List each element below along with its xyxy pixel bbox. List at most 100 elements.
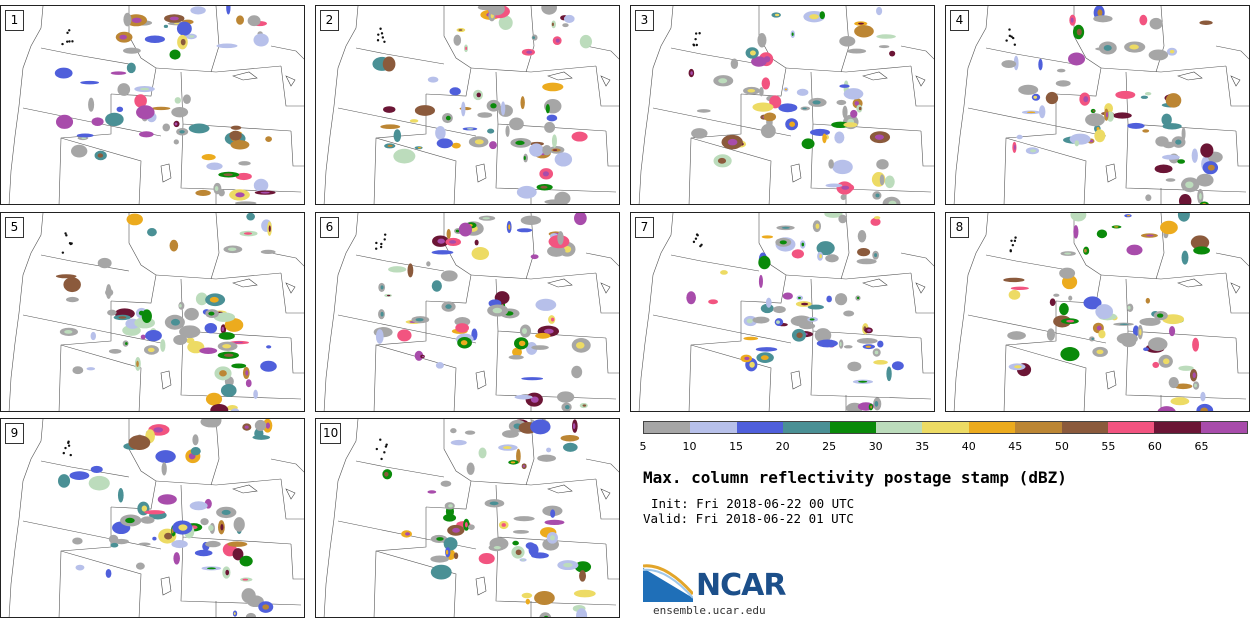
reflectivity-cell <box>1096 229 1108 239</box>
reflectivity-cell <box>218 332 235 340</box>
state-boundary <box>953 213 989 411</box>
coastline-island <box>380 457 383 461</box>
state-boundary <box>810 123 932 193</box>
state-boundary <box>40 47 130 65</box>
reflectivity-core <box>781 226 790 229</box>
reflectivity-cell <box>500 101 506 116</box>
colorbar-tick-label: 10 <box>682 440 697 453</box>
reflectivity-core <box>482 217 490 220</box>
reflectivity-cell <box>1181 126 1186 141</box>
reflectivity-cell <box>1139 14 1148 26</box>
state-boundary <box>375 137 457 204</box>
reflectivity-cell <box>72 366 84 375</box>
reflectivity-core <box>460 340 468 346</box>
reflectivity-cell <box>544 121 556 133</box>
coastline-island <box>61 251 65 254</box>
reflectivity-cell <box>838 214 847 224</box>
reflectivity-cell <box>1070 213 1087 222</box>
reflectivity-cell <box>105 284 112 299</box>
reflectivity-cell <box>826 295 832 303</box>
state-boundary <box>425 419 472 510</box>
coastline-island <box>1011 243 1015 247</box>
coastline-island <box>1009 249 1012 252</box>
reflectivity-cell <box>63 277 81 293</box>
reflectivity-cell <box>375 329 384 344</box>
state-boundary <box>910 272 934 314</box>
reflectivity-cell <box>189 501 208 511</box>
reflectivity-core <box>1185 181 1194 189</box>
reflectivity-cell <box>882 196 901 204</box>
reflectivity-core <box>95 119 102 124</box>
coastline-island <box>695 233 699 236</box>
reflectivity-cell <box>571 365 583 379</box>
reflectivity-cell <box>1008 289 1021 300</box>
reflectivity-cell <box>790 315 813 327</box>
reflectivity-core <box>1127 305 1131 310</box>
state-boundary <box>290 543 304 580</box>
coastline-island <box>383 238 386 241</box>
state-boundary <box>375 344 457 411</box>
reflectivity-cell <box>226 6 231 15</box>
reflectivity-cell <box>1173 383 1193 390</box>
reflectivity-cell <box>512 540 519 546</box>
reflectivity-core <box>222 344 232 349</box>
state-boundary <box>323 213 359 411</box>
reflectivity-map <box>638 6 934 204</box>
reflectivity-colorbar <box>643 421 1248 434</box>
reflectivity-core <box>223 173 233 176</box>
reflectivity-cell <box>174 97 181 104</box>
state-boundary <box>900 252 934 267</box>
reflectivity-cell <box>1170 397 1190 406</box>
state-boundary <box>280 65 304 107</box>
reflectivity-cell <box>554 152 573 167</box>
reflectivity-core <box>544 328 554 334</box>
reflectivity-cell <box>117 487 124 503</box>
state-boundary <box>605 130 619 167</box>
reflectivity-cell <box>1165 93 1182 108</box>
state-boundary <box>1005 137 1087 204</box>
state-boundary <box>8 6 44 204</box>
coastline-island <box>62 451 65 455</box>
coastline-island <box>67 444 71 447</box>
reflectivity-cell <box>516 228 533 233</box>
reflectivity-core <box>784 88 788 91</box>
reflectivity-core <box>437 238 445 244</box>
reflectivity-core <box>164 532 173 540</box>
reflectivity-cell <box>877 340 884 348</box>
reflectivity-core <box>551 22 554 27</box>
reflectivity-core <box>136 360 139 368</box>
reflectivity-cell <box>210 404 229 411</box>
state-boundary <box>60 344 142 411</box>
reflectivity-cell <box>1181 250 1189 265</box>
ensemble-url[interactable]: ensemble.ucar.edu <box>653 604 766 617</box>
reflectivity-core <box>1139 328 1142 336</box>
reflectivity-core <box>1198 193 1202 200</box>
reflectivity-core <box>153 427 164 433</box>
reflectivity-core <box>1192 372 1196 379</box>
reflectivity-cell <box>1161 113 1172 126</box>
state-boundary <box>652 314 792 344</box>
colorbar-segment <box>783 422 830 433</box>
reflectivity-cell <box>526 342 538 355</box>
reflectivity-cell <box>260 360 277 372</box>
lake-outline <box>232 484 258 494</box>
colorbar-segment <box>875 422 923 433</box>
reflectivity-core <box>812 100 821 105</box>
reflectivity-cell <box>233 517 245 532</box>
reflectivity-core <box>747 88 756 93</box>
reflectivity-core <box>179 303 182 308</box>
state-boundary <box>425 6 472 97</box>
coastline-island <box>692 240 696 244</box>
reflectivity-core <box>142 132 150 136</box>
lake-outline <box>790 370 802 390</box>
reflectivity-cell <box>576 608 588 617</box>
reflectivity-cell <box>547 245 566 257</box>
reflectivity-cell <box>1148 49 1169 61</box>
reflectivity-cell <box>1169 326 1176 337</box>
reflectivity-cell <box>393 148 416 164</box>
state-boundary <box>605 543 619 580</box>
reflectivity-cell <box>520 215 542 226</box>
colorbar-tick-label: 5 <box>639 440 647 453</box>
reflectivity-core <box>1105 111 1109 118</box>
reflectivity-cell <box>1196 403 1214 411</box>
